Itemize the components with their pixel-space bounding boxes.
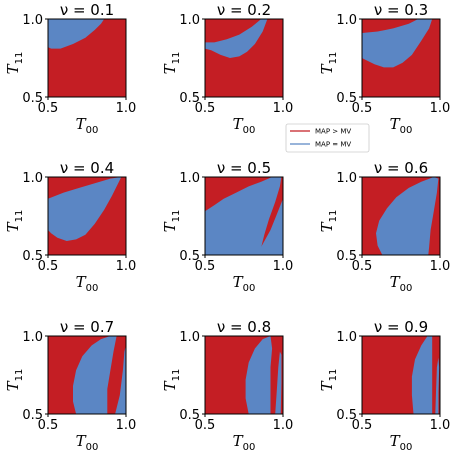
region-map-eq-mv (376, 177, 439, 255)
region-map-eq-mv (48, 19, 105, 49)
y-tick-label: 0.5 (22, 249, 43, 264)
y-tick-label: 1.0 (22, 13, 43, 28)
panel-nu-0.1: ν = 0.1 0.5 1.0 0.5 1.0 T00 T11 (4, 1, 136, 136)
region-map-eq-mv-secondary (275, 351, 282, 414)
panel-title: ν = 0.1 (60, 1, 114, 19)
x-axis-label: T00 (233, 273, 256, 294)
region-map-eq-mv-secondary (256, 198, 283, 255)
panel-nu-0.2: ν = 0.2 0.5 1.0 0.5 1.0 T00 T11 (161, 1, 293, 136)
y-tick-label: 1.0 (336, 171, 357, 186)
y-tick-label: 1.0 (179, 330, 200, 345)
x-tick-label: 1.0 (430, 101, 450, 116)
x-tick-label: 1.0 (116, 259, 137, 274)
panel-frame (204, 176, 284, 256)
region-map-eq-mv (411, 336, 433, 414)
panel-nu-0.8: ν = 0.8 0.5 1.0 0.5 1.0 T00 T11 (161, 318, 293, 450)
y-tick-label: 1.0 (179, 171, 200, 186)
y-axis-label: T11 (4, 210, 25, 233)
x-tick-label: 0.5 (38, 418, 59, 433)
x-axis-label: T00 (76, 273, 99, 294)
x-tick-label: 1.0 (273, 418, 294, 433)
y-axis-label: T11 (161, 369, 182, 392)
panel-frame (47, 335, 127, 415)
region-map-eq-mv (245, 336, 273, 414)
panel-nu-0.4: ν = 0.4 0.5 1.0 0.5 1.0 T00 T11 (4, 159, 136, 294)
x-tick-label: 0.5 (352, 101, 373, 116)
x-tick-label: 0.5 (38, 259, 59, 274)
panel-frame (361, 176, 441, 256)
panel-nu-0.6: ν = 0.6 0.5 1.0 0.5 1.0 T00 T11 (318, 159, 450, 294)
panel-frame (361, 335, 441, 415)
region-map-eq-mv (48, 177, 122, 241)
panel-frame (47, 176, 127, 256)
x-tick-label: 1.0 (273, 101, 294, 116)
region-map-eq-mv (362, 19, 433, 68)
x-tick-label: 1.0 (116, 101, 137, 116)
panel-nu-0.3: ν = 0.3 0.5 1.0 0.5 1.0 T00 T11 (318, 1, 450, 136)
y-tick-label: 0.5 (22, 408, 43, 423)
panel-title: ν = 0.6 (374, 159, 428, 177)
legend-entry-label: MAP > MV (315, 128, 351, 136)
x-axis-label: T00 (76, 432, 99, 450)
y-tick-label: 0.5 (336, 91, 357, 106)
y-axis-label: T11 (4, 369, 25, 392)
legend-entry-label: MAP = MV (315, 141, 351, 149)
region-map-eq-mv-secondary (115, 345, 126, 414)
y-axis-label: T11 (161, 210, 182, 233)
y-axis-label: T11 (318, 210, 339, 233)
panel-title: ν = 0.7 (60, 318, 114, 336)
panel-nu-0.5: ν = 0.5 0.5 1.0 0.5 1.0 T00 T11 (161, 159, 293, 294)
legend: MAP > MV MAP = MV (285, 123, 370, 153)
x-tick-label: 1.0 (116, 418, 137, 433)
y-tick-label: 1.0 (336, 13, 357, 28)
x-tick-label: 0.5 (352, 259, 373, 274)
x-tick-label: 0.5 (195, 418, 216, 433)
region-map-eq-mv-secondary (435, 357, 440, 414)
panel-title: ν = 0.3 (374, 1, 428, 19)
panel-title: ν = 0.4 (60, 159, 114, 177)
region-map-gt-mv (205, 19, 283, 97)
panel-frame (204, 18, 284, 98)
y-tick-label: 0.5 (179, 408, 200, 423)
panel-frame (204, 335, 284, 415)
y-tick-label: 0.5 (179, 91, 200, 106)
y-axis-label: T11 (318, 369, 339, 392)
y-axis-label: T11 (318, 52, 339, 75)
region-map-eq-mv (205, 19, 268, 58)
y-tick-label: 1.0 (179, 13, 200, 28)
panel-nu-0.9: ν = 0.9 0.5 1.0 0.5 1.0 T00 T11 (318, 318, 450, 450)
x-axis-label: T00 (233, 115, 256, 136)
y-tick-label: 0.5 (336, 408, 357, 423)
x-axis-label: T00 (76, 115, 99, 136)
x-axis-label: T00 (233, 432, 256, 450)
panel-title: ν = 0.2 (217, 1, 271, 19)
x-axis-label: T00 (390, 432, 413, 450)
x-tick-label: 1.0 (430, 418, 450, 433)
x-tick-label: 0.5 (38, 101, 59, 116)
panel-title: ν = 0.9 (374, 318, 428, 336)
y-tick-label: 1.0 (22, 171, 43, 186)
y-tick-label: 1.0 (336, 330, 357, 345)
y-tick-label: 0.5 (179, 249, 200, 264)
x-axis-label: T00 (390, 273, 413, 294)
panel-nu-0.7: ν = 0.7 0.5 1.0 0.5 1.0 T00 T11 (4, 318, 136, 450)
x-tick-label: 0.5 (195, 101, 216, 116)
x-tick-label: 1.0 (273, 259, 294, 274)
y-tick-label: 0.5 (22, 91, 43, 106)
x-tick-label: 1.0 (430, 259, 450, 274)
region-map-eq-mv (73, 336, 117, 414)
y-axis-label: T11 (161, 52, 182, 75)
region-map-eq-mv (205, 177, 282, 255)
panel-title: ν = 0.8 (217, 318, 271, 336)
x-axis-label: T00 (390, 115, 413, 136)
y-tick-label: 1.0 (22, 330, 43, 345)
panel-frame (361, 18, 441, 98)
panel-title: ν = 0.5 (217, 159, 271, 177)
y-axis-label: T11 (4, 52, 25, 75)
x-tick-label: 0.5 (352, 418, 373, 433)
x-tick-label: 0.5 (195, 259, 216, 274)
panel-frame (47, 18, 127, 98)
y-tick-label: 0.5 (336, 249, 357, 264)
